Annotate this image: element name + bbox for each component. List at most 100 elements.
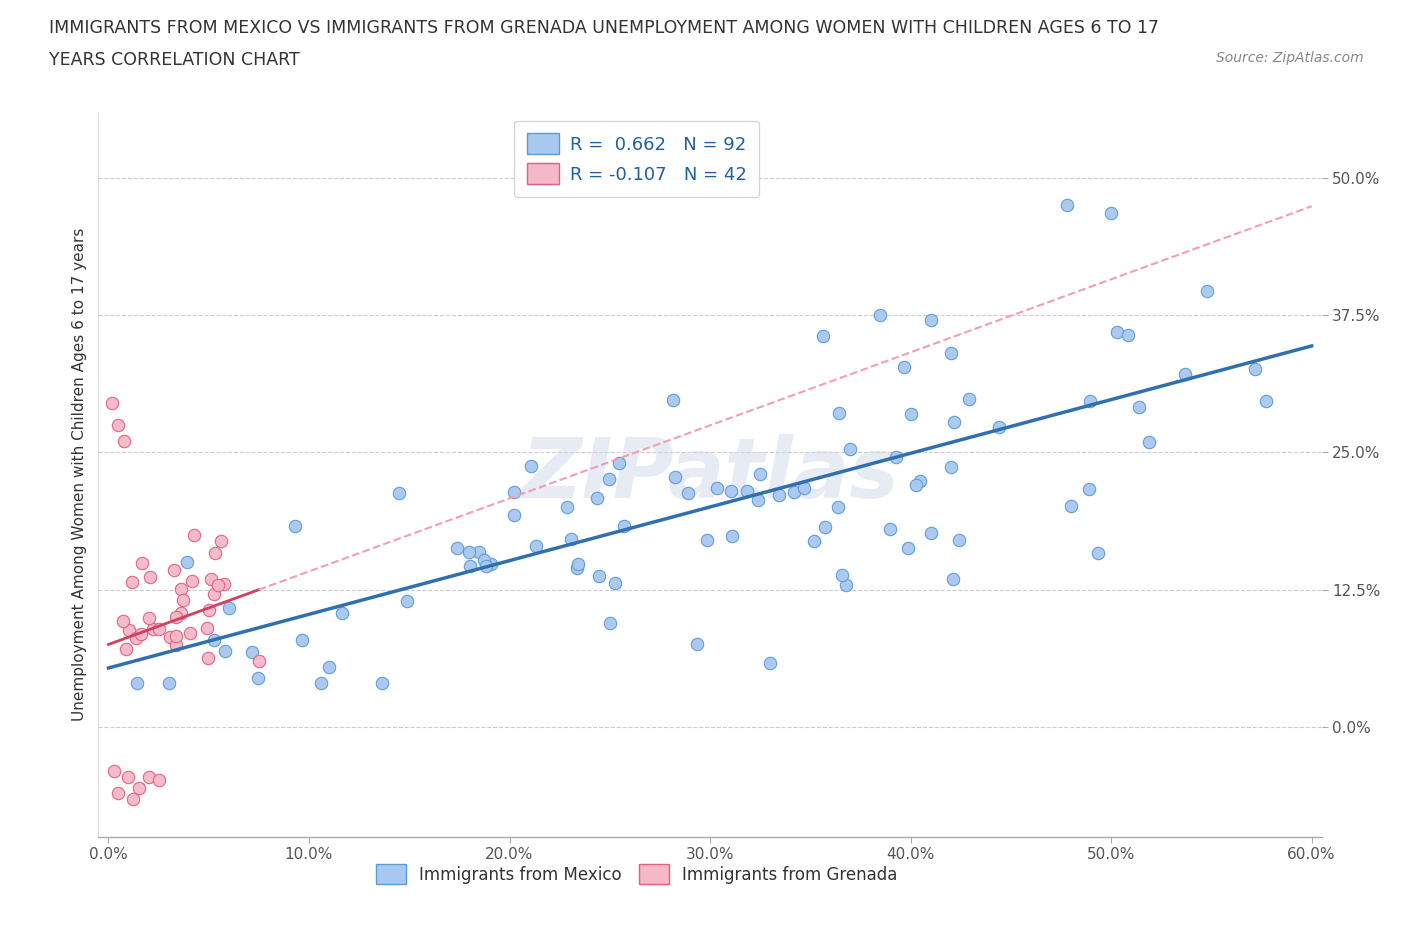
- Point: [202, 632, 225, 647]
- Point: [720, 484, 742, 498]
- Point: [879, 521, 901, 536]
- Point: [567, 556, 589, 571]
- Point: [905, 477, 928, 492]
- Point: [555, 499, 578, 514]
- Point: [1107, 325, 1129, 339]
- Point: [920, 525, 942, 540]
- Point: [472, 553, 495, 568]
- Point: [114, 434, 136, 449]
- Point: [1099, 206, 1122, 220]
- Point: [1116, 327, 1139, 342]
- Point: [1137, 434, 1160, 449]
- Point: [163, 562, 186, 577]
- Point: [941, 459, 963, 474]
- Point: [793, 480, 815, 495]
- Text: ZIPatlas: ZIPatlas: [522, 433, 898, 515]
- Point: [101, 395, 124, 410]
- Point: [560, 531, 582, 546]
- Point: [706, 481, 728, 496]
- Point: [1244, 361, 1267, 376]
- Point: [121, 791, 143, 806]
- Point: [886, 450, 908, 465]
- Point: [179, 625, 201, 640]
- Point: [524, 538, 547, 553]
- Point: [204, 545, 226, 560]
- Point: [749, 466, 772, 481]
- Point: [165, 637, 187, 652]
- Point: [165, 629, 187, 644]
- Point: [284, 519, 307, 534]
- Point: [803, 534, 825, 549]
- Point: [214, 643, 236, 658]
- Point: [942, 415, 965, 430]
- Point: [139, 570, 162, 585]
- Point: [957, 392, 980, 406]
- Y-axis label: Unemployment Among Women with Children Ages 6 to 17 years: Unemployment Among Women with Children A…: [72, 228, 87, 721]
- Point: [897, 540, 920, 555]
- Point: [170, 605, 193, 620]
- Point: [759, 656, 782, 671]
- Point: [197, 651, 219, 666]
- Point: [747, 492, 769, 507]
- Point: [1128, 400, 1150, 415]
- Point: [246, 671, 269, 685]
- Point: [1197, 284, 1219, 299]
- Point: [318, 660, 340, 675]
- Point: [1174, 366, 1197, 381]
- Point: [142, 622, 165, 637]
- Point: [332, 606, 354, 621]
- Point: [240, 644, 263, 659]
- Point: [920, 313, 942, 328]
- Point: [475, 559, 498, 574]
- Point: [948, 533, 970, 548]
- Point: [1060, 498, 1083, 513]
- Point: [202, 587, 225, 602]
- Point: [247, 654, 270, 669]
- Point: [183, 527, 205, 542]
- Point: [605, 576, 627, 591]
- Point: [567, 560, 589, 575]
- Point: [458, 544, 481, 559]
- Point: [170, 581, 193, 596]
- Text: IMMIGRANTS FROM MEXICO VS IMMIGRANTS FROM GRENADA UNEMPLOYMENT AMONG WOMEN WITH : IMMIGRANTS FROM MEXICO VS IMMIGRANTS FRO…: [49, 19, 1159, 36]
- Point: [839, 442, 862, 457]
- Point: [121, 575, 143, 590]
- Point: [783, 485, 806, 499]
- Point: [131, 556, 153, 571]
- Point: [309, 676, 332, 691]
- Text: YEARS CORRELATION CHART: YEARS CORRELATION CHART: [49, 51, 299, 69]
- Point: [598, 472, 620, 486]
- Point: [599, 616, 621, 631]
- Point: [686, 636, 709, 651]
- Point: [502, 508, 524, 523]
- Point: [111, 614, 134, 629]
- Point: [107, 418, 129, 432]
- Point: [1087, 545, 1109, 560]
- Point: [165, 609, 187, 624]
- Point: [1056, 197, 1078, 212]
- Point: [588, 568, 610, 583]
- Point: [831, 567, 853, 582]
- Point: [138, 769, 160, 784]
- Point: [942, 571, 965, 586]
- Point: [107, 786, 129, 801]
- Point: [828, 405, 851, 420]
- Point: [735, 484, 758, 498]
- Point: [467, 545, 489, 560]
- Point: [827, 499, 849, 514]
- Point: [388, 485, 411, 500]
- Point: [662, 392, 685, 407]
- Point: [607, 456, 630, 471]
- Point: [159, 630, 181, 644]
- Point: [125, 676, 148, 691]
- Point: [458, 559, 481, 574]
- Point: [207, 578, 229, 592]
- Point: [869, 308, 891, 323]
- Point: [218, 601, 240, 616]
- Point: [1078, 394, 1101, 409]
- Point: [117, 769, 139, 784]
- Point: [939, 346, 962, 361]
- Point: [115, 642, 138, 657]
- Point: [720, 529, 742, 544]
- Point: [172, 592, 194, 607]
